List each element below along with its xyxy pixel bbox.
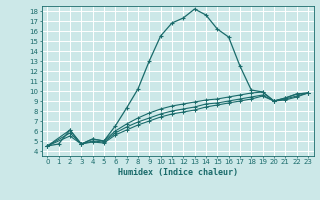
X-axis label: Humidex (Indice chaleur): Humidex (Indice chaleur) <box>118 168 237 177</box>
